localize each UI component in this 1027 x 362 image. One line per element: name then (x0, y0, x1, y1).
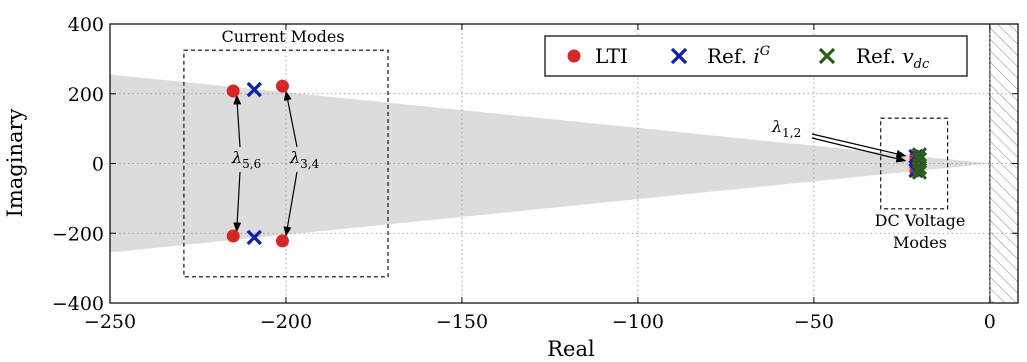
point-lti (226, 84, 240, 98)
dc-voltage-label-line1: DC Voltage (875, 211, 966, 230)
x-tick-label: 0 (984, 311, 996, 333)
point-ref-vdc-stroke (911, 164, 928, 180)
legend-label-ref-ig: Ref. iG (707, 44, 770, 68)
lambda-3-4-label: λ3,4 (289, 148, 320, 171)
axes: −250 −200 −150 −100 −50 0 400 200 0 −200 −400 (52, 14, 1019, 333)
x-tick-label: −250 (84, 311, 136, 333)
point-ref-ig-stroke (246, 229, 262, 246)
arrow-lambda-5-6-upper (233, 94, 242, 148)
point-ref-vdc (911, 160, 928, 176)
x-tick-label: −200 (260, 311, 312, 333)
legend-marker-ref-ig (670, 47, 688, 65)
legend-label-lti: LTI (595, 44, 628, 68)
lambda-5-6-label: λ5,6 (231, 148, 261, 171)
point-lti (275, 79, 289, 93)
point-ref-ig (246, 81, 262, 98)
y-tick-label: −400 (52, 293, 104, 315)
y-tick-label: 200 (68, 84, 104, 106)
y-tick-label: −200 (52, 223, 104, 245)
point-lti (275, 234, 289, 248)
point-lti (226, 229, 240, 243)
y-tick-label: 400 (68, 14, 104, 36)
lambda-1-2-label: λ1,2 (771, 117, 801, 140)
legend: LTI Ref. iG Ref. vdc (544, 35, 968, 77)
annotation-arrows (233, 90, 907, 237)
point-ref-ig-stroke (246, 81, 262, 98)
legend-frame (544, 35, 968, 77)
arrow-lambda-3-4-upper (283, 90, 298, 148)
arrow-lambda-5-6-lower (233, 171, 242, 233)
point-ref-ig (246, 229, 262, 246)
annotation-boxes (183, 49, 949, 278)
legend-marker-lti (567, 49, 581, 63)
point-ref-vdc (911, 147, 928, 163)
data-points (226, 79, 928, 248)
y-tick-label: 0 (92, 154, 104, 176)
x-axis-title: Real (547, 337, 595, 361)
point-ref-vdc-stroke (911, 147, 928, 163)
x-tick-label: −150 (436, 311, 488, 333)
dc-voltage-label-line2: Modes (893, 233, 947, 252)
arrow-lambda-3-4-lower (283, 171, 298, 237)
legend-label-ref-vdc: Ref. vdc (856, 44, 930, 72)
arrow-lambda-1-2-upper (811, 133, 907, 158)
current-modes-label: Current Modes (221, 27, 344, 46)
x-tick-label: −100 (612, 311, 664, 333)
point-ref-vdc-stroke (911, 160, 928, 176)
point-ref-vdc (911, 164, 928, 180)
damping-sector-shading (110, 74, 990, 253)
current-modes-box (183, 49, 389, 278)
dc-voltage-box (880, 117, 949, 210)
x-tick-label: −50 (794, 311, 834, 333)
y-axis-title: Imaginary (3, 108, 27, 217)
arrow-lambda-1-2-lower (811, 137, 907, 163)
legend-marker-ref-vdc (818, 47, 836, 65)
